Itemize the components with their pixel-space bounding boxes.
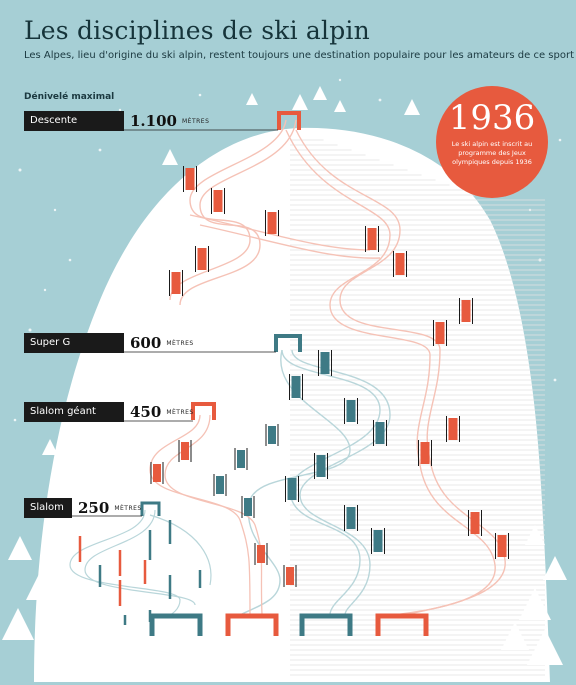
descente-course [169, 119, 506, 616]
tree-icon [112, 484, 128, 500]
tree-icon [60, 450, 80, 470]
gate [468, 510, 482, 536]
discipline-descente: Descente 1.100 MÈTRES [24, 110, 209, 132]
discipline-name: Slalom géant [24, 402, 124, 422]
gate [285, 476, 299, 502]
vertical-drop-label: Dénivelé maximal [24, 92, 115, 102]
gate [265, 210, 279, 236]
badge-text: Le ski alpin est inscrit au programme de… [451, 140, 533, 166]
tree-icon [527, 629, 563, 665]
mountain-hatching [290, 139, 545, 676]
gate [344, 505, 358, 531]
gate [213, 474, 227, 496]
gate [211, 188, 225, 214]
tree-icon [292, 94, 308, 110]
discipline-unit: MÈTRES [166, 408, 194, 416]
tree-icon [8, 536, 32, 560]
gate [183, 166, 197, 192]
tree-icon [313, 86, 327, 100]
discipline-name: Slalom [24, 498, 72, 518]
gate [195, 246, 209, 272]
slalom-geant-start-gate [191, 402, 216, 420]
gate [283, 565, 297, 587]
tree-icon [525, 525, 545, 545]
tree-icon [26, 572, 54, 600]
tree-icon [334, 100, 346, 112]
gate [169, 270, 183, 296]
gate [393, 251, 407, 277]
discipline-unit: MÈTRES [166, 339, 194, 347]
tree-icon [76, 622, 104, 650]
discipline-value: 600 [130, 334, 162, 352]
slalom-start-gate [140, 501, 161, 516]
tree-icon [2, 608, 34, 640]
slalom-finish-gate [149, 613, 203, 636]
gate [459, 298, 473, 324]
slalom-geant-finish-gate [225, 613, 279, 636]
super-g-finish-gate [299, 613, 353, 636]
discipline-name: Super G [24, 333, 124, 353]
tree-icon [162, 149, 178, 165]
gate [365, 226, 379, 252]
discipline-unit: MÈTRES [181, 117, 210, 125]
olympic-badge: 1936 Le ski alpin est inscrit au program… [436, 86, 548, 198]
gate [289, 374, 303, 400]
gate [418, 440, 432, 466]
tree-icon [246, 93, 258, 105]
gate [446, 416, 460, 442]
discipline-value: 450 [130, 403, 162, 421]
slalom-geant-gates [150, 424, 297, 587]
discipline-super-g: Super G 600 MÈTRES [24, 332, 194, 354]
tree-icon [501, 622, 529, 650]
gate [314, 453, 328, 479]
gate [150, 462, 164, 484]
tree-icon [404, 99, 420, 115]
slalom-gates [78, 520, 202, 625]
gate [373, 420, 387, 446]
descente-gates [169, 166, 509, 559]
page-subtitle: Les Alpes, lieu d'origine du ski alpin, … [24, 50, 574, 61]
discipline-slalom: Slalom 250 MÈTRES [24, 497, 142, 519]
gate [433, 320, 447, 346]
gate [344, 398, 358, 424]
gate [234, 448, 248, 470]
discipline-slalom-geant: Slalom géant 450 MÈTRES [24, 401, 194, 423]
super-g-gates [285, 350, 387, 554]
gate [254, 543, 268, 565]
gate [265, 424, 279, 446]
descente-start-gate [277, 111, 301, 130]
discipline-value: 250 [78, 499, 110, 517]
gate [178, 440, 192, 462]
gate [241, 496, 255, 518]
tree-icon [87, 544, 103, 560]
gate [318, 350, 332, 376]
gate [371, 528, 385, 554]
tree-icon [543, 556, 567, 580]
badge-year: 1936 [448, 98, 536, 138]
trees [2, 86, 567, 665]
tree-icon [42, 624, 78, 660]
descente-finish-gate [375, 613, 429, 636]
gate [495, 533, 509, 559]
discipline-unit: MÈTRES [114, 504, 142, 512]
tree-icon [519, 588, 551, 620]
tree-icon [42, 439, 58, 455]
discipline-name: Descente [24, 111, 124, 131]
super-g-start-gate [274, 334, 302, 352]
page-title: Les disciplines de ski alpin [24, 16, 370, 45]
discipline-value: 1.100 [130, 112, 177, 130]
